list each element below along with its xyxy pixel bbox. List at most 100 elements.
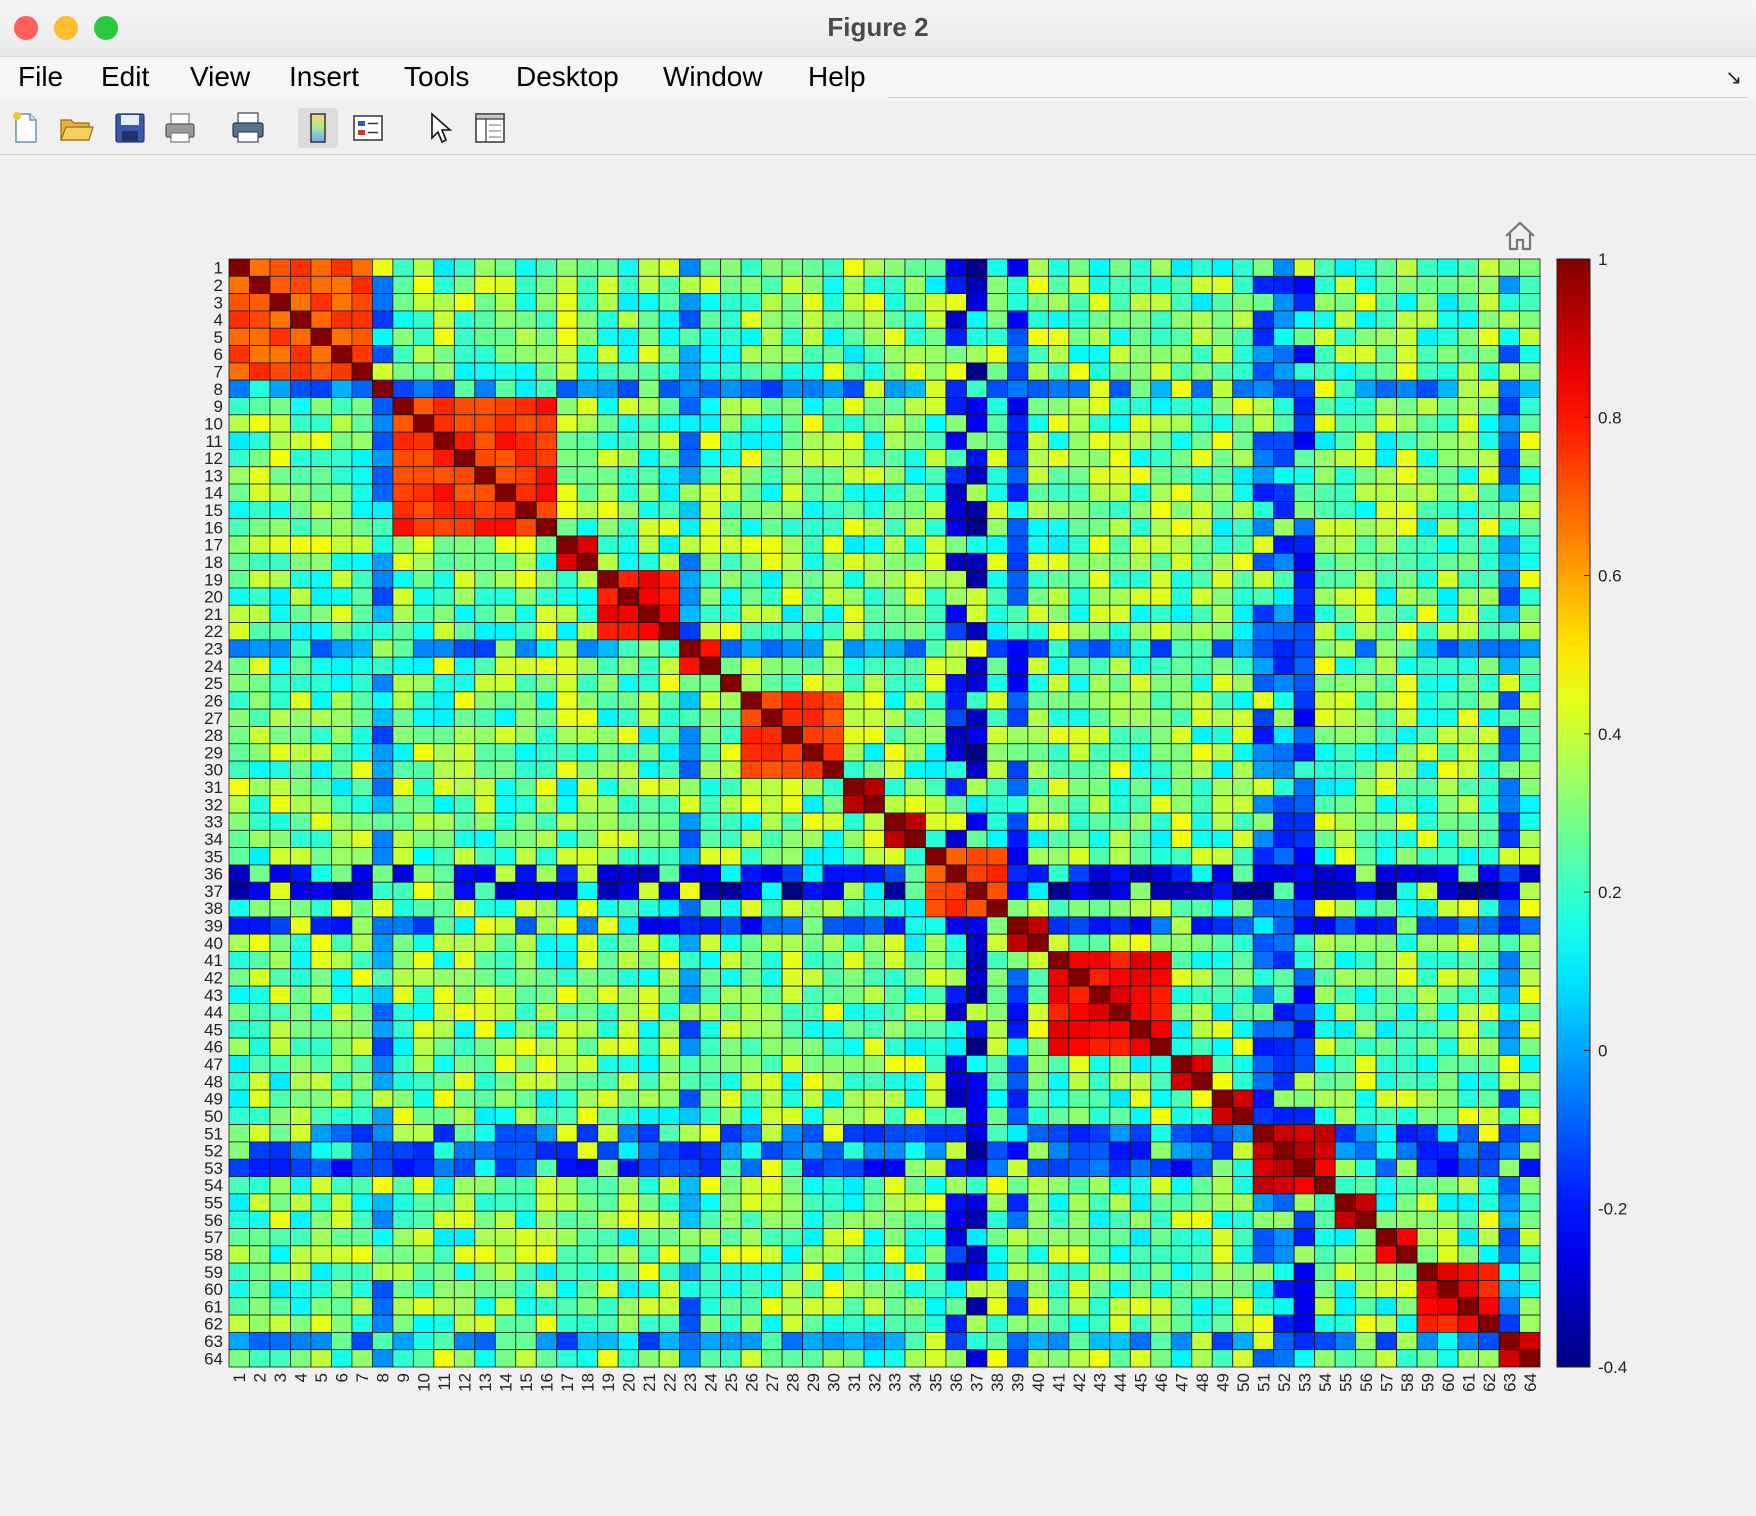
heatmap-cell (1088, 379, 1111, 398)
menu-file[interactable]: File (18, 61, 64, 92)
heatmap-cell (228, 812, 250, 831)
heatmap-cell (1150, 1349, 1172, 1368)
heatmap-cell (412, 535, 435, 554)
heatmap-cell (474, 1020, 496, 1039)
heatmap-cell (658, 1124, 681, 1143)
heatmap-cell (843, 812, 865, 831)
x-tick-label: 54 (1316, 1373, 1335, 1392)
heatmap-cell (925, 795, 947, 814)
heatmap-cell (884, 1314, 906, 1333)
minimize-window-button[interactable] (54, 16, 78, 40)
heatmap-cell (1191, 743, 1213, 762)
home-icon[interactable] (1502, 218, 1538, 254)
heatmap-cell (392, 1331, 414, 1351)
heatmap-cell (781, 1141, 803, 1160)
heatmap-cell (515, 726, 537, 745)
heatmap-cell (1273, 327, 1295, 346)
heatmap-cell (310, 1314, 332, 1333)
heatmap-cell (1191, 1089, 1213, 1108)
heatmap-cell (1314, 1072, 1336, 1091)
heatmap-cell (679, 760, 701, 779)
heatmap-cell (1375, 275, 1398, 295)
heatmap-cell (679, 1124, 701, 1143)
dock-arrow-icon[interactable]: ↘ (1725, 67, 1742, 89)
heatmap-cell (863, 327, 885, 346)
heatmap-cell (576, 1158, 599, 1177)
print-icon[interactable] (162, 110, 198, 146)
insert-colorbar-icon[interactable] (300, 110, 336, 146)
print-preview-icon[interactable] (230, 110, 266, 146)
heatmap-cell (1498, 656, 1520, 675)
save-icon[interactable] (112, 110, 148, 146)
heatmap-cell (1047, 1003, 1070, 1022)
heatmap-cell (699, 639, 722, 658)
heatmap-cell (699, 847, 722, 866)
y-tick-label: 39 (204, 917, 223, 936)
heatmap-cell (986, 275, 1008, 295)
heatmap-cell (781, 916, 803, 935)
heatmap-cell (1088, 847, 1111, 866)
correlation-heatmap[interactable] (228, 258, 1541, 1368)
heatmap-cell (290, 708, 312, 727)
heatmap-cell (515, 1228, 537, 1247)
heatmap-cell (412, 1158, 435, 1177)
heatmap-cell (843, 570, 865, 589)
menu-help[interactable]: Help (808, 61, 866, 92)
heatmap-cell (412, 604, 435, 623)
heatmap-cell (1519, 1106, 1541, 1126)
heatmap-cell (1457, 726, 1479, 745)
heatmap-cell (371, 1262, 394, 1281)
heatmap-cell (1457, 1089, 1479, 1108)
menu-desktop[interactable]: Desktop (516, 61, 619, 92)
close-window-button[interactable] (14, 16, 38, 40)
heatmap-cell (1068, 345, 1090, 364)
heatmap-cell (1027, 1176, 1049, 1195)
heatmap-cell (310, 1037, 332, 1056)
heatmap-cell (1334, 1314, 1357, 1333)
heatmap-cell (494, 414, 517, 433)
heatmap-cell (617, 449, 640, 468)
heatmap-cell (1129, 570, 1152, 589)
pointer-icon[interactable] (422, 110, 458, 146)
heatmap-cell (351, 1280, 373, 1299)
menu-edit[interactable]: Edit (101, 61, 150, 92)
heatmap-cell (576, 743, 599, 762)
heatmap-cell (720, 916, 742, 935)
heatmap-cell (1088, 466, 1111, 485)
heatmap-cell (1232, 483, 1254, 502)
heatmap-cell (1478, 760, 1500, 779)
menu-tools[interactable]: Tools (404, 61, 470, 92)
heatmap-cell (556, 1072, 578, 1091)
heatmap-cell (679, 1158, 701, 1177)
heatmap-cell (986, 1003, 1008, 1022)
zoom-window-button[interactable] (94, 16, 118, 40)
heatmap-cell (310, 708, 332, 727)
heatmap-cell (310, 1141, 332, 1160)
open-file-icon[interactable] (58, 110, 94, 146)
heatmap-cell (945, 1106, 967, 1126)
heatmap-cell (371, 518, 394, 537)
new-figure-icon[interactable] (8, 110, 44, 146)
menu-window[interactable]: Window (663, 61, 763, 92)
heatmap-cell (310, 656, 332, 675)
heatmap-cell (863, 881, 885, 900)
heatmap-cell (1375, 500, 1398, 520)
heatmap-cell (1047, 293, 1070, 312)
heatmap-cell (392, 604, 414, 623)
property-inspector-icon[interactable] (472, 110, 508, 146)
heatmap-cell (290, 1054, 312, 1074)
heatmap-cell (884, 1280, 906, 1299)
heatmap-cell (1355, 483, 1377, 502)
insert-legend-icon[interactable] (350, 110, 386, 146)
heatmap-cell (884, 466, 906, 485)
menu-insert[interactable]: Insert (289, 61, 360, 92)
heatmap-cell (1007, 552, 1029, 572)
heatmap-cell (638, 829, 660, 849)
heatmap-cell (740, 812, 762, 831)
heatmap-cell (1498, 881, 1520, 900)
menu-view[interactable]: View (190, 61, 251, 92)
heatmap-cell (1478, 1054, 1500, 1074)
colorbar[interactable] (1556, 258, 1591, 1368)
heatmap-cell (1129, 708, 1152, 727)
heatmap-cell (884, 275, 906, 295)
